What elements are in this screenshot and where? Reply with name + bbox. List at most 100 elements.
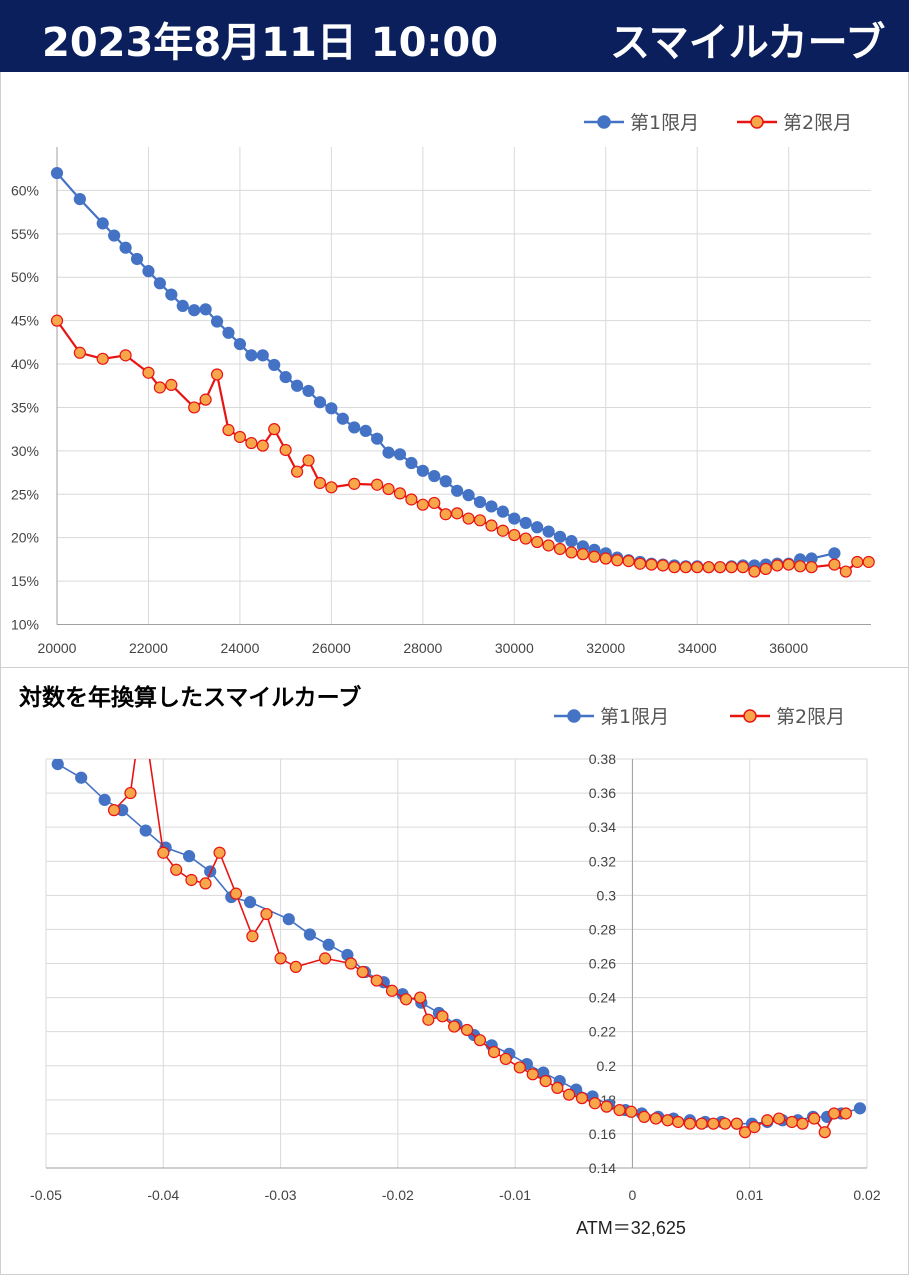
data-point (839, 1107, 852, 1120)
data-point (436, 1010, 449, 1023)
plot-area (51, 759, 867, 1139)
data-point (485, 500, 498, 513)
y-tick-label: 0.32 (589, 853, 616, 869)
x-tick-label: -0.02 (382, 1187, 414, 1203)
y-tick-label: 0.34 (589, 819, 616, 835)
header-date-time: 2023年8月11日 10:00 (42, 20, 499, 66)
legend-label: 第2限月 (783, 112, 852, 134)
data-point (611, 554, 624, 567)
data-point (808, 1112, 821, 1125)
data-point (862, 555, 875, 569)
data-point (553, 542, 567, 556)
data-point (562, 1088, 576, 1101)
data-point (243, 896, 257, 909)
data-point (213, 846, 226, 859)
data-point (508, 512, 521, 525)
data-point (50, 314, 64, 327)
data-point (139, 824, 152, 837)
y-tick-label: 0.26 (589, 956, 616, 972)
y-tick-label: 0.16 (589, 1126, 616, 1142)
data-point (428, 496, 441, 510)
data-point (325, 402, 338, 415)
data-point (119, 241, 132, 254)
data-point (588, 1097, 601, 1110)
data-point (322, 938, 335, 951)
x-tick-label: -0.04 (147, 1187, 179, 1203)
data-point (683, 1117, 696, 1130)
data-point (428, 469, 441, 483)
data-point (170, 863, 183, 876)
data-point (600, 1100, 613, 1113)
data-point (348, 477, 361, 490)
data-point (279, 370, 292, 384)
data-point (736, 561, 750, 574)
data-point (668, 561, 681, 574)
data-point (645, 558, 658, 571)
y-tick-label: 0.2 (597, 1058, 617, 1074)
data-point (405, 456, 418, 470)
data-point (75, 771, 88, 784)
x-tick-label: 0 (629, 1187, 637, 1203)
data-point (313, 476, 327, 490)
data-point (496, 524, 509, 537)
data-point (794, 560, 807, 573)
data-point (399, 993, 413, 1006)
legend: 第1限月 第2限月 (584, 112, 852, 134)
data-point (222, 423, 235, 437)
data-point (771, 559, 784, 572)
data-point (188, 401, 201, 414)
data-point (738, 1126, 752, 1139)
y-tick-label: 0.24 (589, 990, 616, 1006)
header-title: スマイルカーブ (610, 20, 886, 66)
data-point (108, 229, 121, 242)
data-point (439, 475, 452, 488)
series-line (56, 319, 869, 573)
data-point (691, 561, 704, 574)
data-point (165, 378, 178, 391)
x-tick-label: 20000 (38, 640, 77, 656)
x-tick-label: 30000 (495, 640, 534, 656)
y-tick-label: 25% (11, 486, 39, 502)
data-point (356, 965, 369, 979)
legend: 第1限月 第2限月 (554, 706, 845, 728)
data-point (282, 913, 295, 926)
data-point (818, 1126, 831, 1139)
x-tick-label: 22000 (129, 640, 168, 656)
data-point (565, 546, 578, 559)
y-tick-label: 0.36 (589, 785, 616, 801)
data-point (73, 346, 86, 359)
data-point (462, 489, 475, 502)
data-point (622, 555, 635, 568)
data-point (51, 759, 64, 771)
data-point (256, 439, 269, 452)
data-point (260, 907, 273, 921)
data-point (853, 1102, 867, 1115)
data-point (222, 326, 235, 339)
data-point (496, 505, 509, 518)
data-point (182, 850, 196, 863)
data-point (672, 1115, 685, 1129)
data-point (130, 252, 144, 266)
data-point (599, 552, 612, 565)
data-point (348, 421, 361, 434)
data-point (336, 412, 349, 425)
data-point (649, 1112, 662, 1125)
data-point (638, 1110, 651, 1123)
data-point (165, 288, 178, 301)
data-point (679, 561, 692, 574)
data-point (98, 793, 111, 806)
data-point (542, 539, 555, 552)
data-point (513, 1061, 526, 1074)
data-point (448, 1020, 461, 1033)
data-point (344, 957, 358, 970)
data-point (531, 521, 544, 534)
data-point (124, 786, 137, 800)
data-point (385, 984, 399, 997)
data-point (422, 1013, 435, 1026)
legend-label: 第2限月 (776, 706, 845, 728)
data-point (725, 561, 738, 574)
data-point (371, 478, 384, 491)
data-point (613, 1103, 626, 1117)
series-line (57, 763, 861, 1125)
gridlines (56, 147, 871, 625)
